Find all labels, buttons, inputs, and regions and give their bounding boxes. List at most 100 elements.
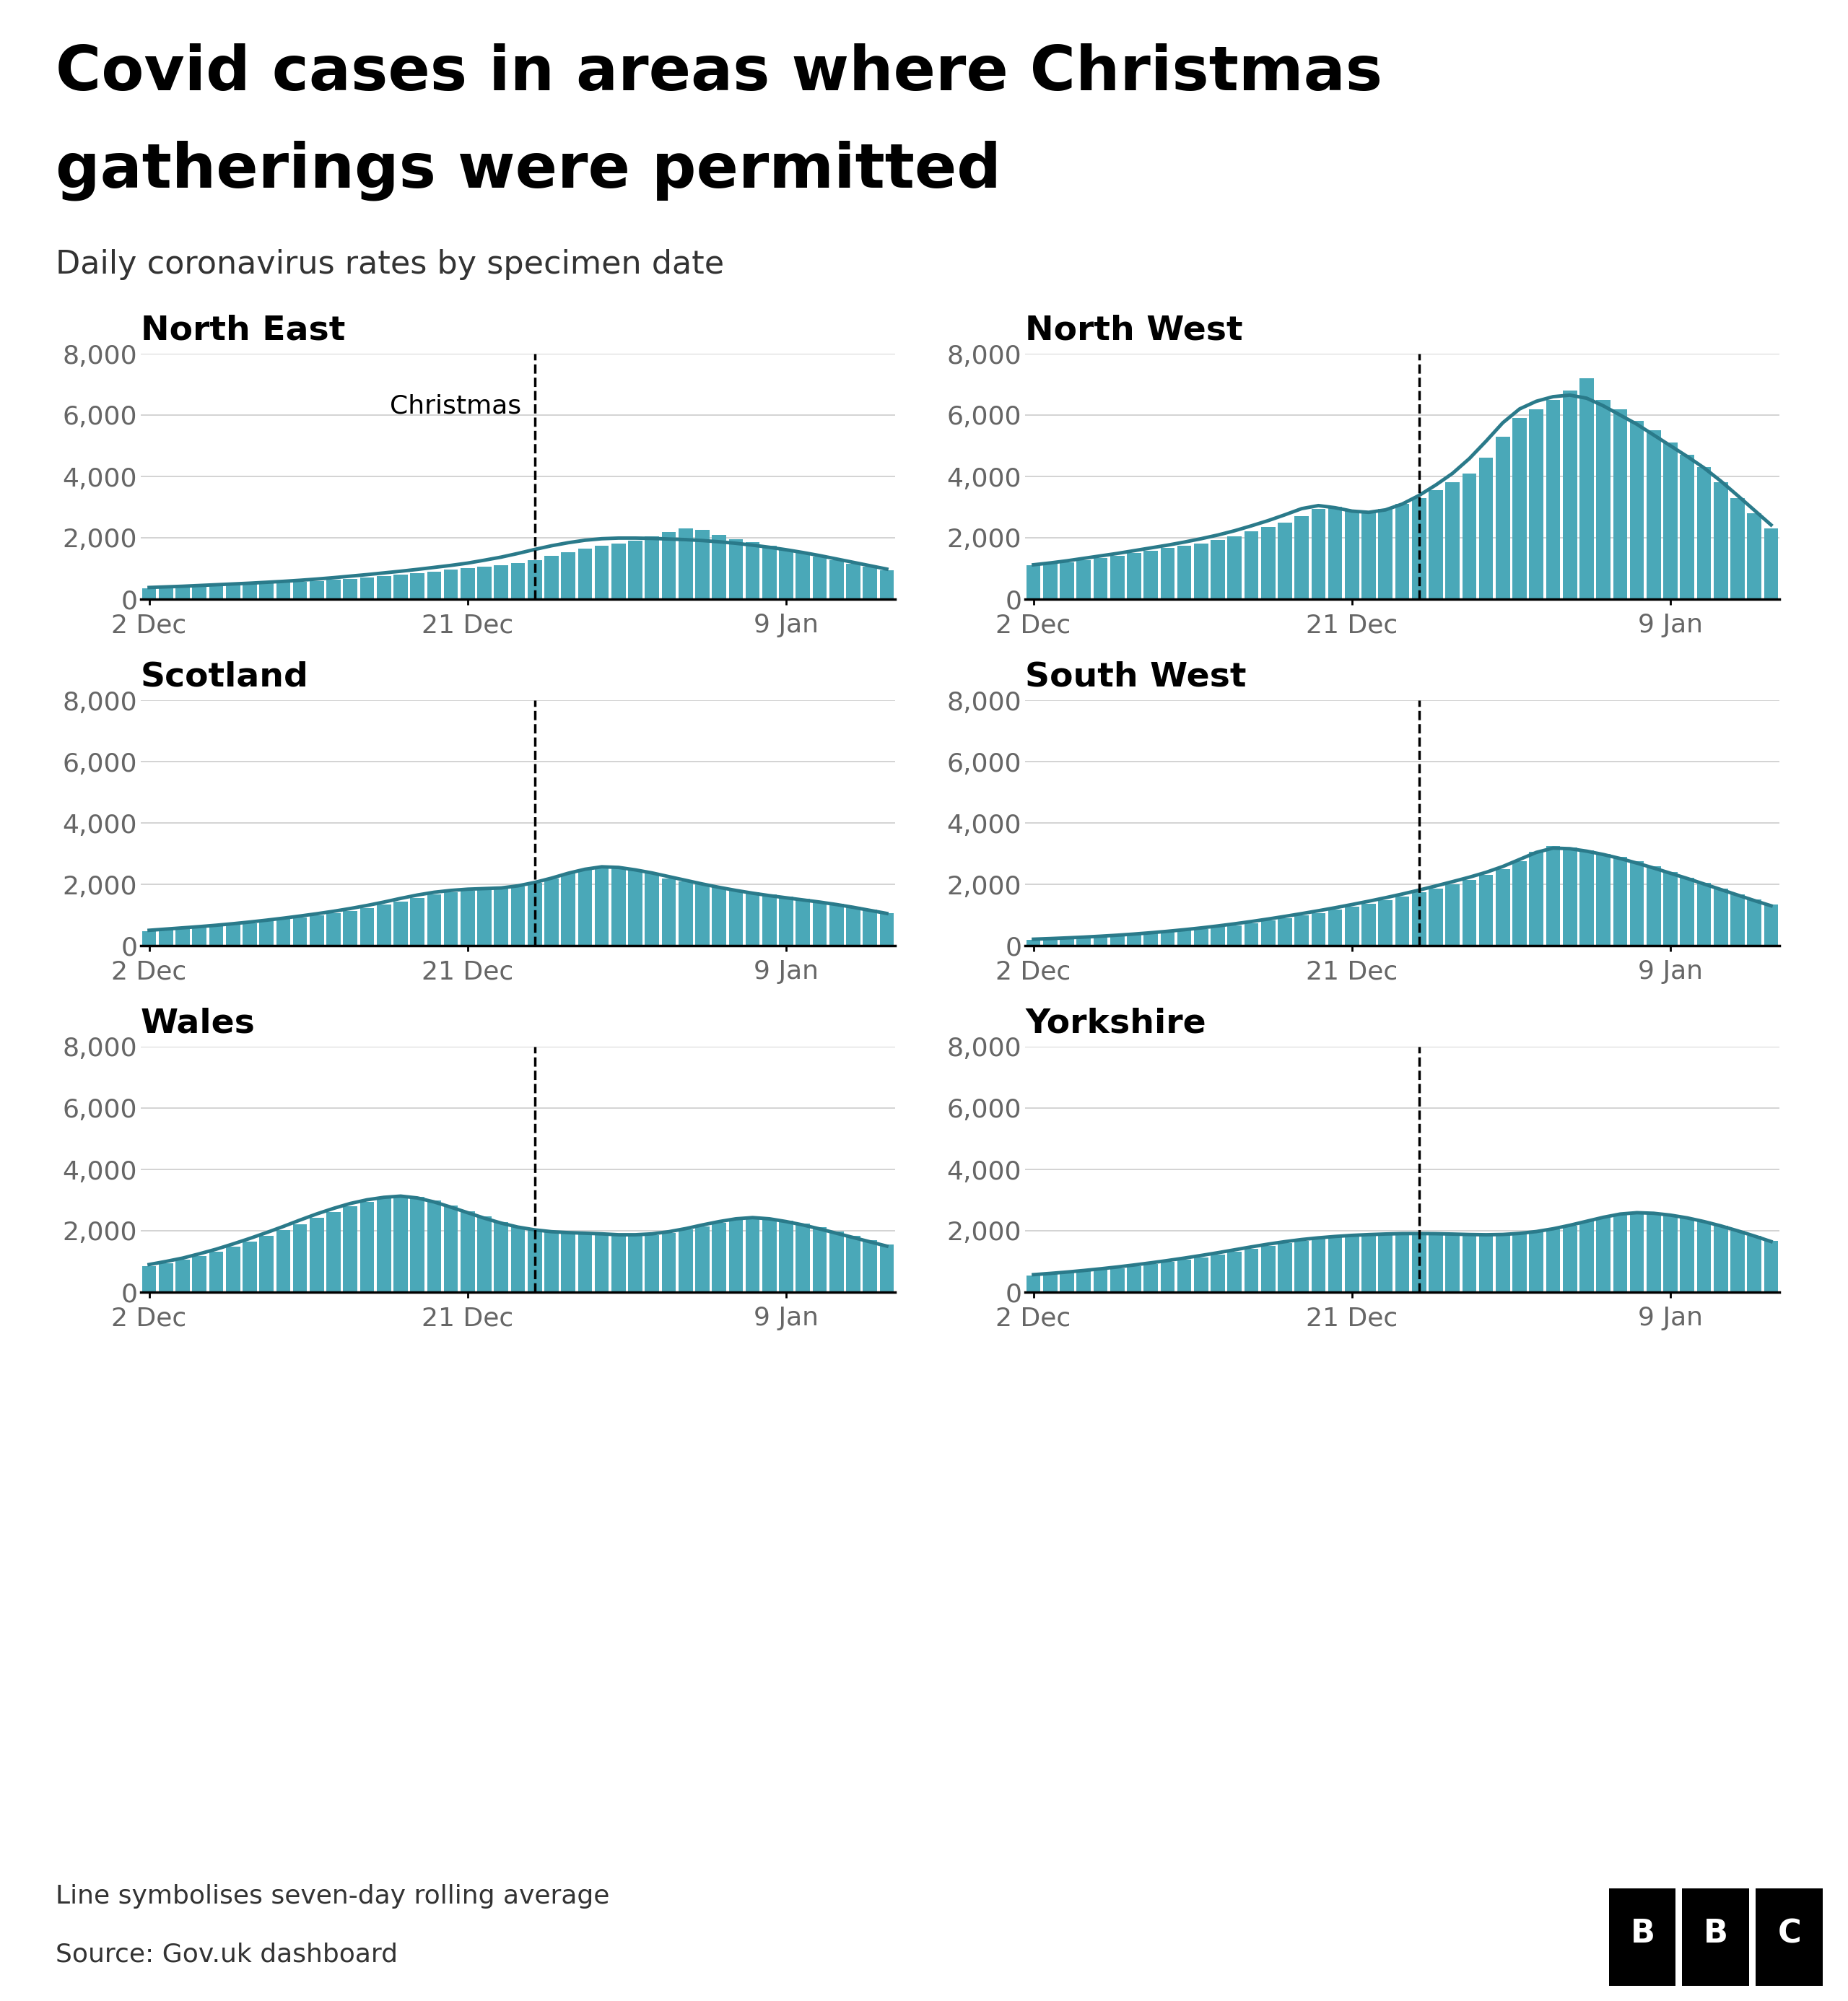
Bar xyxy=(1379,900,1393,946)
Bar xyxy=(310,914,323,946)
Bar xyxy=(1630,420,1645,598)
Bar xyxy=(545,556,558,598)
Text: Scotland: Scotland xyxy=(140,660,309,694)
Bar xyxy=(192,586,207,598)
Bar xyxy=(1161,548,1175,598)
Bar xyxy=(225,584,240,598)
Text: North West: North West xyxy=(1026,314,1244,346)
Bar xyxy=(292,1225,307,1293)
Bar xyxy=(460,890,475,946)
Bar xyxy=(1429,490,1443,598)
Bar xyxy=(1412,1233,1427,1293)
Bar xyxy=(493,564,508,598)
Bar xyxy=(477,1217,492,1293)
Bar xyxy=(1362,904,1377,946)
Bar xyxy=(275,1231,290,1293)
Bar xyxy=(1395,1233,1410,1293)
Bar xyxy=(1730,498,1745,598)
Bar xyxy=(1127,552,1142,598)
Bar xyxy=(493,1223,508,1293)
Bar xyxy=(510,886,525,946)
Bar xyxy=(344,1207,357,1293)
Bar xyxy=(1227,924,1242,946)
Bar xyxy=(1597,854,1610,946)
Bar xyxy=(695,884,710,946)
Bar xyxy=(1713,1225,1728,1293)
Bar xyxy=(1563,1225,1576,1293)
Bar xyxy=(1244,532,1258,598)
Bar xyxy=(1227,536,1242,598)
Bar xyxy=(1194,1257,1209,1293)
Bar xyxy=(1746,900,1761,946)
Bar xyxy=(1547,846,1560,946)
Bar xyxy=(1260,526,1275,598)
Bar xyxy=(1061,1273,1074,1293)
Bar xyxy=(813,902,826,946)
Bar xyxy=(728,1221,743,1293)
Bar xyxy=(1244,1249,1258,1293)
Bar xyxy=(813,556,826,598)
Bar xyxy=(1177,1261,1192,1293)
Bar xyxy=(1445,1235,1460,1293)
Bar xyxy=(1763,1241,1778,1293)
Bar xyxy=(695,530,710,598)
Bar xyxy=(1512,418,1526,598)
Bar xyxy=(225,924,240,946)
Bar xyxy=(1547,400,1560,598)
Bar xyxy=(493,888,508,946)
Bar xyxy=(645,536,660,598)
Bar xyxy=(1061,938,1074,946)
Bar xyxy=(846,906,861,946)
Bar xyxy=(761,1219,776,1293)
Bar xyxy=(1210,1255,1225,1293)
Bar xyxy=(1445,482,1460,598)
Bar xyxy=(1260,920,1275,946)
Bar xyxy=(242,1241,257,1293)
Bar xyxy=(1663,872,1678,946)
Bar xyxy=(612,1235,626,1293)
Bar xyxy=(209,586,224,598)
Bar xyxy=(1312,508,1325,598)
Bar xyxy=(1061,562,1074,598)
Bar xyxy=(863,910,878,946)
Bar xyxy=(1362,512,1377,598)
Bar xyxy=(1647,1213,1661,1293)
Bar xyxy=(612,544,626,598)
Bar xyxy=(1345,510,1358,598)
Bar xyxy=(1530,1233,1543,1293)
Bar xyxy=(796,1225,809,1293)
Text: B: B xyxy=(1630,1919,1656,1949)
Bar xyxy=(1412,892,1427,946)
Bar xyxy=(159,1263,174,1293)
Bar xyxy=(427,1201,442,1293)
Bar xyxy=(1177,930,1192,946)
Bar xyxy=(259,920,274,946)
Bar xyxy=(410,572,425,598)
Bar xyxy=(1194,544,1209,598)
Bar xyxy=(1680,1217,1695,1293)
Bar xyxy=(1580,378,1593,598)
Bar xyxy=(1077,560,1090,598)
Bar xyxy=(444,1207,458,1293)
Bar xyxy=(761,546,776,598)
Text: Line symbolises seven-day rolling average: Line symbolises seven-day rolling averag… xyxy=(55,1885,610,1909)
Bar xyxy=(1244,922,1258,946)
Bar xyxy=(1026,940,1040,946)
Bar xyxy=(1730,894,1745,946)
Bar xyxy=(510,562,525,598)
Bar xyxy=(1077,1271,1090,1293)
Bar xyxy=(1329,1237,1342,1293)
Bar xyxy=(1696,1221,1711,1293)
Bar xyxy=(830,1231,843,1293)
Bar xyxy=(1161,932,1175,946)
Bar xyxy=(595,1235,608,1293)
Bar xyxy=(863,1241,878,1293)
Bar xyxy=(1597,1217,1610,1293)
Bar xyxy=(1580,850,1593,946)
Bar xyxy=(1277,522,1292,598)
Bar xyxy=(880,1245,894,1293)
Bar xyxy=(578,1233,591,1293)
Bar xyxy=(360,1203,373,1293)
Bar xyxy=(745,542,760,598)
Bar xyxy=(545,878,558,946)
